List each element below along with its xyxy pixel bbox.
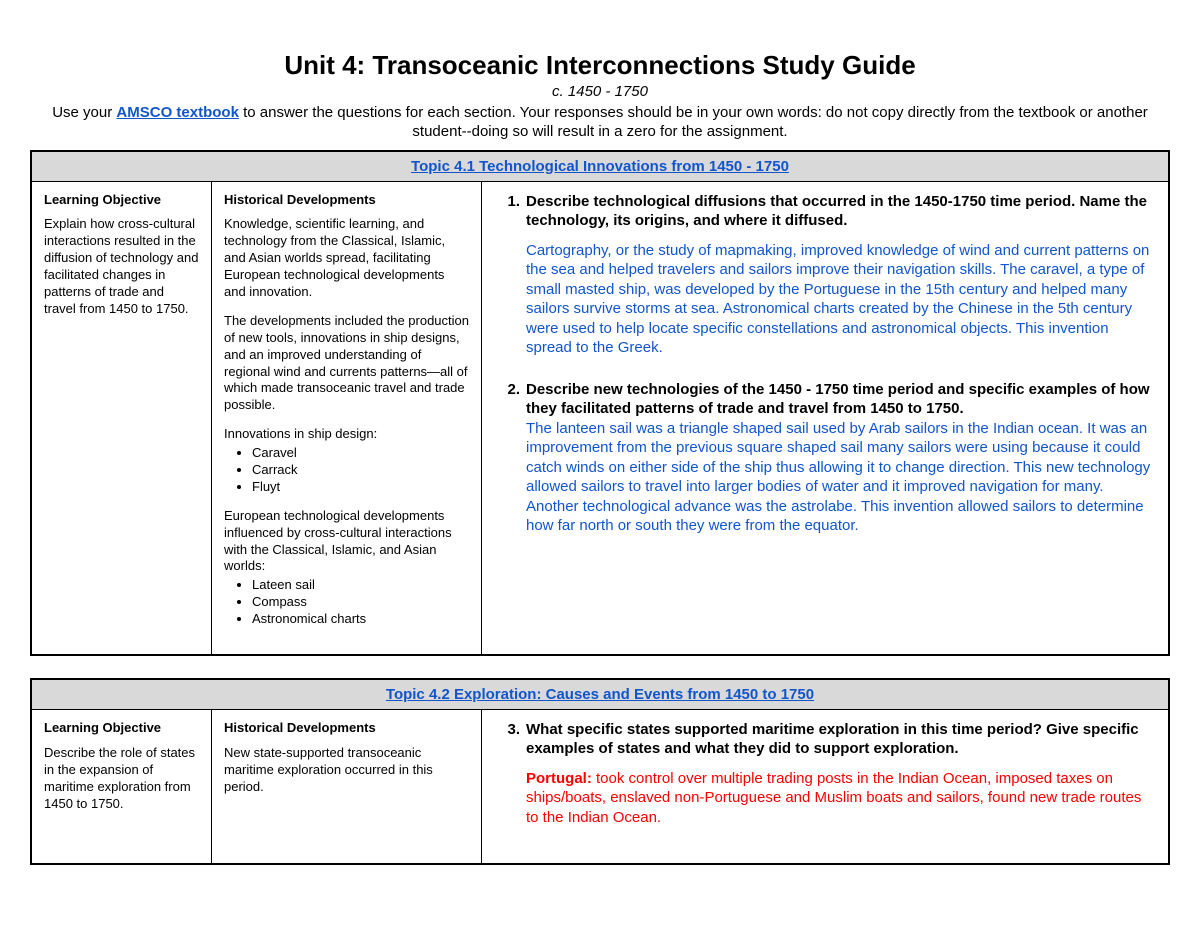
topic-4-1-link[interactable]: Topic 4.1 Technological Innovations from… <box>411 158 789 175</box>
instr-pre: Use your <box>52 104 116 121</box>
hd-heading: Historical Developments <box>224 720 469 737</box>
historical-dev-cell: Historical Developments Knowledge, scien… <box>212 181 482 655</box>
page-title: Unit 4: Transoceanic Interconnections St… <box>30 50 1170 81</box>
historical-dev-cell: Historical Developments New state-suppor… <box>212 709 482 864</box>
hd-para: European technological developments infl… <box>224 508 469 576</box>
lo-heading: Learning Objective <box>44 720 199 737</box>
amsco-textbook-link[interactable]: AMSCO textbook <box>116 104 239 121</box>
hd-heading: Historical Developments <box>224 192 469 209</box>
questions-cell: 3. What specific states supported mariti… <box>482 709 1170 864</box>
lo-heading: Learning Objective <box>44 192 199 209</box>
tech-list: Lateen sail Compass Astronomical charts <box>252 577 469 628</box>
topic-4-2-link[interactable]: Topic 4.2 Exploration: Causes and Events… <box>386 686 814 703</box>
question-answer: Portugal: took control over multiple tra… <box>526 769 1156 828</box>
topic-header-row: Topic 4.2 Exploration: Causes and Events… <box>31 679 1169 710</box>
page-instructions: Use your AMSCO textbook to answer the qu… <box>30 104 1170 142</box>
instr-post: to answer the questions for each section… <box>239 104 1148 140</box>
list-item: Compass <box>252 594 469 611</box>
lo-text: Describe the role of states in the expan… <box>44 745 199 813</box>
state-answer-text: took control over multiple trading posts… <box>526 770 1141 826</box>
question-block: 3. What specific states supported mariti… <box>494 720 1156 828</box>
question-answer: Cartography, or the study of mapmaking, … <box>526 241 1156 358</box>
ship-list: Caravel Carrack Fluyt <box>252 445 469 496</box>
list-item: Lateen sail <box>252 577 469 594</box>
question-prompt: Describe new technologies of the 1450 - … <box>526 380 1156 419</box>
list-item: Fluyt <box>252 479 469 496</box>
list-item: Astronomical charts <box>252 611 469 628</box>
hd-para: The developments included the production… <box>224 313 469 414</box>
question-prompt: Describe technological diffusions that o… <box>526 192 1156 231</box>
learning-objective-cell: Learning Objective Explain how cross-cul… <box>31 181 212 655</box>
question-answer: The lanteen sail was a triangle shaped s… <box>526 419 1156 536</box>
hd-ship-label: Innovations in ship design: <box>224 426 469 443</box>
question-number: 2. <box>494 380 526 400</box>
state-label: Portugal: <box>526 770 592 787</box>
learning-objective-cell: Learning Objective Describe the role of … <box>31 709 212 864</box>
section-table-4-2: Topic 4.2 Exploration: Causes and Events… <box>30 678 1170 866</box>
hd-para: Knowledge, scientific learning, and tech… <box>224 216 469 300</box>
question-prompt: What specific states supported maritime … <box>526 720 1156 759</box>
question-block: 1. Describe technological diffusions tha… <box>494 192 1156 358</box>
lo-text: Explain how cross-cultural interactions … <box>44 216 199 317</box>
question-number: 3. <box>494 720 526 740</box>
list-item: Caravel <box>252 445 469 462</box>
question-block: 2. Describe new technologies of the 1450… <box>494 380 1156 536</box>
hd-para: New state-supported transoceanic maritim… <box>224 745 469 796</box>
questions-cell: 1. Describe technological diffusions tha… <box>482 181 1170 655</box>
list-item: Carrack <box>252 462 469 479</box>
topic-header-row: Topic 4.1 Technological Innovations from… <box>31 151 1169 182</box>
section-table-4-1: Topic 4.1 Technological Innovations from… <box>30 150 1170 656</box>
question-number: 1. <box>494 192 526 212</box>
page-subtitle: c. 1450 - 1750 <box>30 83 1170 100</box>
